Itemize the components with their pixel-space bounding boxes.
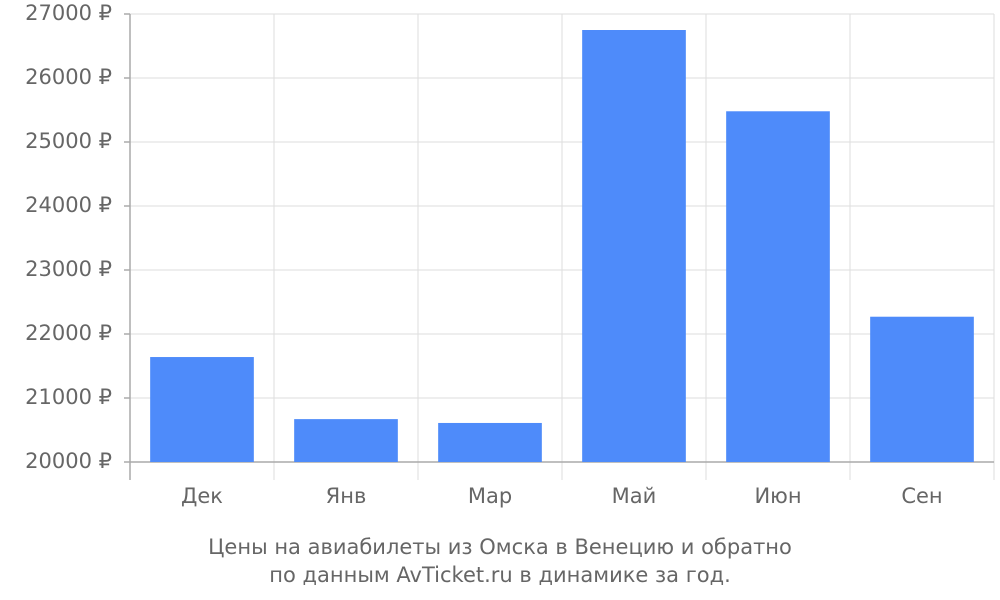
x-tick-label: Мар	[468, 484, 512, 508]
y-tick-label: 26000 ₽	[25, 65, 112, 89]
caption-line: Цены на авиабилеты из Омска в Венецию и …	[208, 535, 792, 559]
y-tick-label: 24000 ₽	[25, 193, 112, 217]
y-tick-label: 27000 ₽	[25, 1, 112, 25]
x-tick-label: Май	[612, 484, 657, 508]
x-tick-label: Сен	[901, 484, 942, 508]
x-tick-label: Янв	[326, 484, 367, 508]
bar	[150, 357, 254, 462]
y-tick-label: 20000 ₽	[25, 449, 112, 473]
y-tick-label: 25000 ₽	[25, 129, 112, 153]
y-tick-label: 22000 ₽	[25, 321, 112, 345]
x-tick-label: Июн	[754, 484, 801, 508]
caption-line: по данным AvTicket.ru в динамике за год.	[269, 563, 731, 587]
bar	[294, 419, 398, 462]
bar	[726, 111, 830, 462]
x-tick-label: Дек	[181, 484, 223, 508]
y-tick-label: 21000 ₽	[25, 385, 112, 409]
bar	[438, 422, 542, 462]
bar	[582, 30, 686, 462]
bar	[870, 316, 974, 462]
y-tick-label: 23000 ₽	[25, 257, 112, 281]
